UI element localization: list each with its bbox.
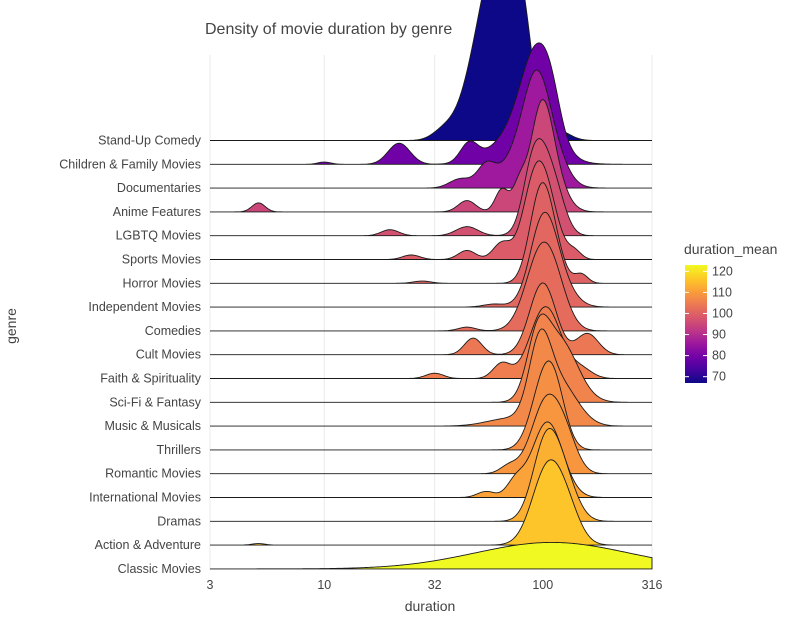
legend-tick-label: 100: [712, 306, 733, 320]
chart-title: Density of movie duration by genre: [205, 21, 452, 38]
y-axis-title: genre: [3, 308, 19, 344]
legend-title: duration_mean: [684, 241, 777, 257]
y-tick-label: Action & Adventure: [95, 538, 201, 552]
ridge-dramas: [210, 427, 652, 522]
ridge-layer: [210, 0, 653, 570]
ridge-romantic-movies: [210, 393, 652, 475]
legend-tick-label: 110: [712, 285, 732, 299]
y-tick-label: Romantic Movies: [105, 467, 201, 481]
legend-tick-label: 120: [712, 264, 733, 278]
y-tick-label: Faith & Spirituality: [100, 372, 201, 386]
ridge-sci-fi-fantasy: [210, 313, 652, 403]
legend-tick-label: 70: [712, 370, 726, 384]
color-legend: duration_mean 70 80 90 100 110 120: [684, 241, 777, 384]
y-tick-label: Children & Family Movies: [59, 157, 201, 171]
colorbar: [685, 265, 707, 383]
y-tick-label: Cult Movies: [136, 348, 201, 362]
x-tick-label: 316: [642, 578, 663, 592]
y-tick-label: Anime Features: [113, 205, 201, 219]
x-tick-label: 3: [207, 578, 214, 592]
x-tick-label: 32: [428, 578, 442, 592]
legend-tick-label: 80: [712, 349, 726, 363]
y-tick-label: Sci-Fi & Fantasy: [109, 395, 201, 409]
ridge-horror-movies: [210, 182, 652, 284]
y-tick-label: Documentaries: [117, 181, 201, 195]
y-tick-label: Comedies: [145, 324, 201, 338]
y-tick-label: Dramas: [157, 514, 201, 528]
ridge-sports-movies: [210, 160, 652, 260]
y-axis-labels: Stand-Up Comedy Children & Family Movies D…: [59, 134, 201, 576]
x-tick-label: 10: [317, 578, 331, 592]
y-tick-label: Sports Movies: [122, 253, 201, 267]
ridge-children-family-movies: [210, 42, 652, 165]
y-tick-label: Music & Musicals: [104, 419, 201, 433]
ridge-cult-movies: [210, 282, 652, 356]
y-tick-label: International Movies: [89, 491, 201, 505]
y-tick-label: Independent Movies: [88, 300, 201, 314]
x-axis-labels: 3 10 32 100 316: [207, 578, 663, 592]
ridge-action-adventure: [210, 459, 652, 546]
ridge-comedies: [210, 241, 652, 332]
y-tick-label: Classic Movies: [118, 562, 201, 576]
gridlines: [209, 55, 653, 570]
legend-tick-label: 90: [712, 328, 726, 342]
ridge-international-movies: [210, 421, 652, 498]
y-tick-label: Thrillers: [157, 443, 201, 457]
ridge-anime-features: [210, 98, 652, 213]
ridge-stand-up-comedy: [210, 0, 652, 141]
ridge-documentaries: [210, 69, 652, 189]
x-axis-title: duration: [405, 598, 456, 614]
x-tick-label: 100: [532, 578, 553, 592]
y-tick-label: LGBTQ Movies: [116, 229, 201, 243]
y-tick-label: Horror Movies: [123, 276, 202, 290]
ridge-classic-movies: [210, 541, 653, 570]
y-tick-label: Stand-Up Comedy: [98, 134, 202, 148]
